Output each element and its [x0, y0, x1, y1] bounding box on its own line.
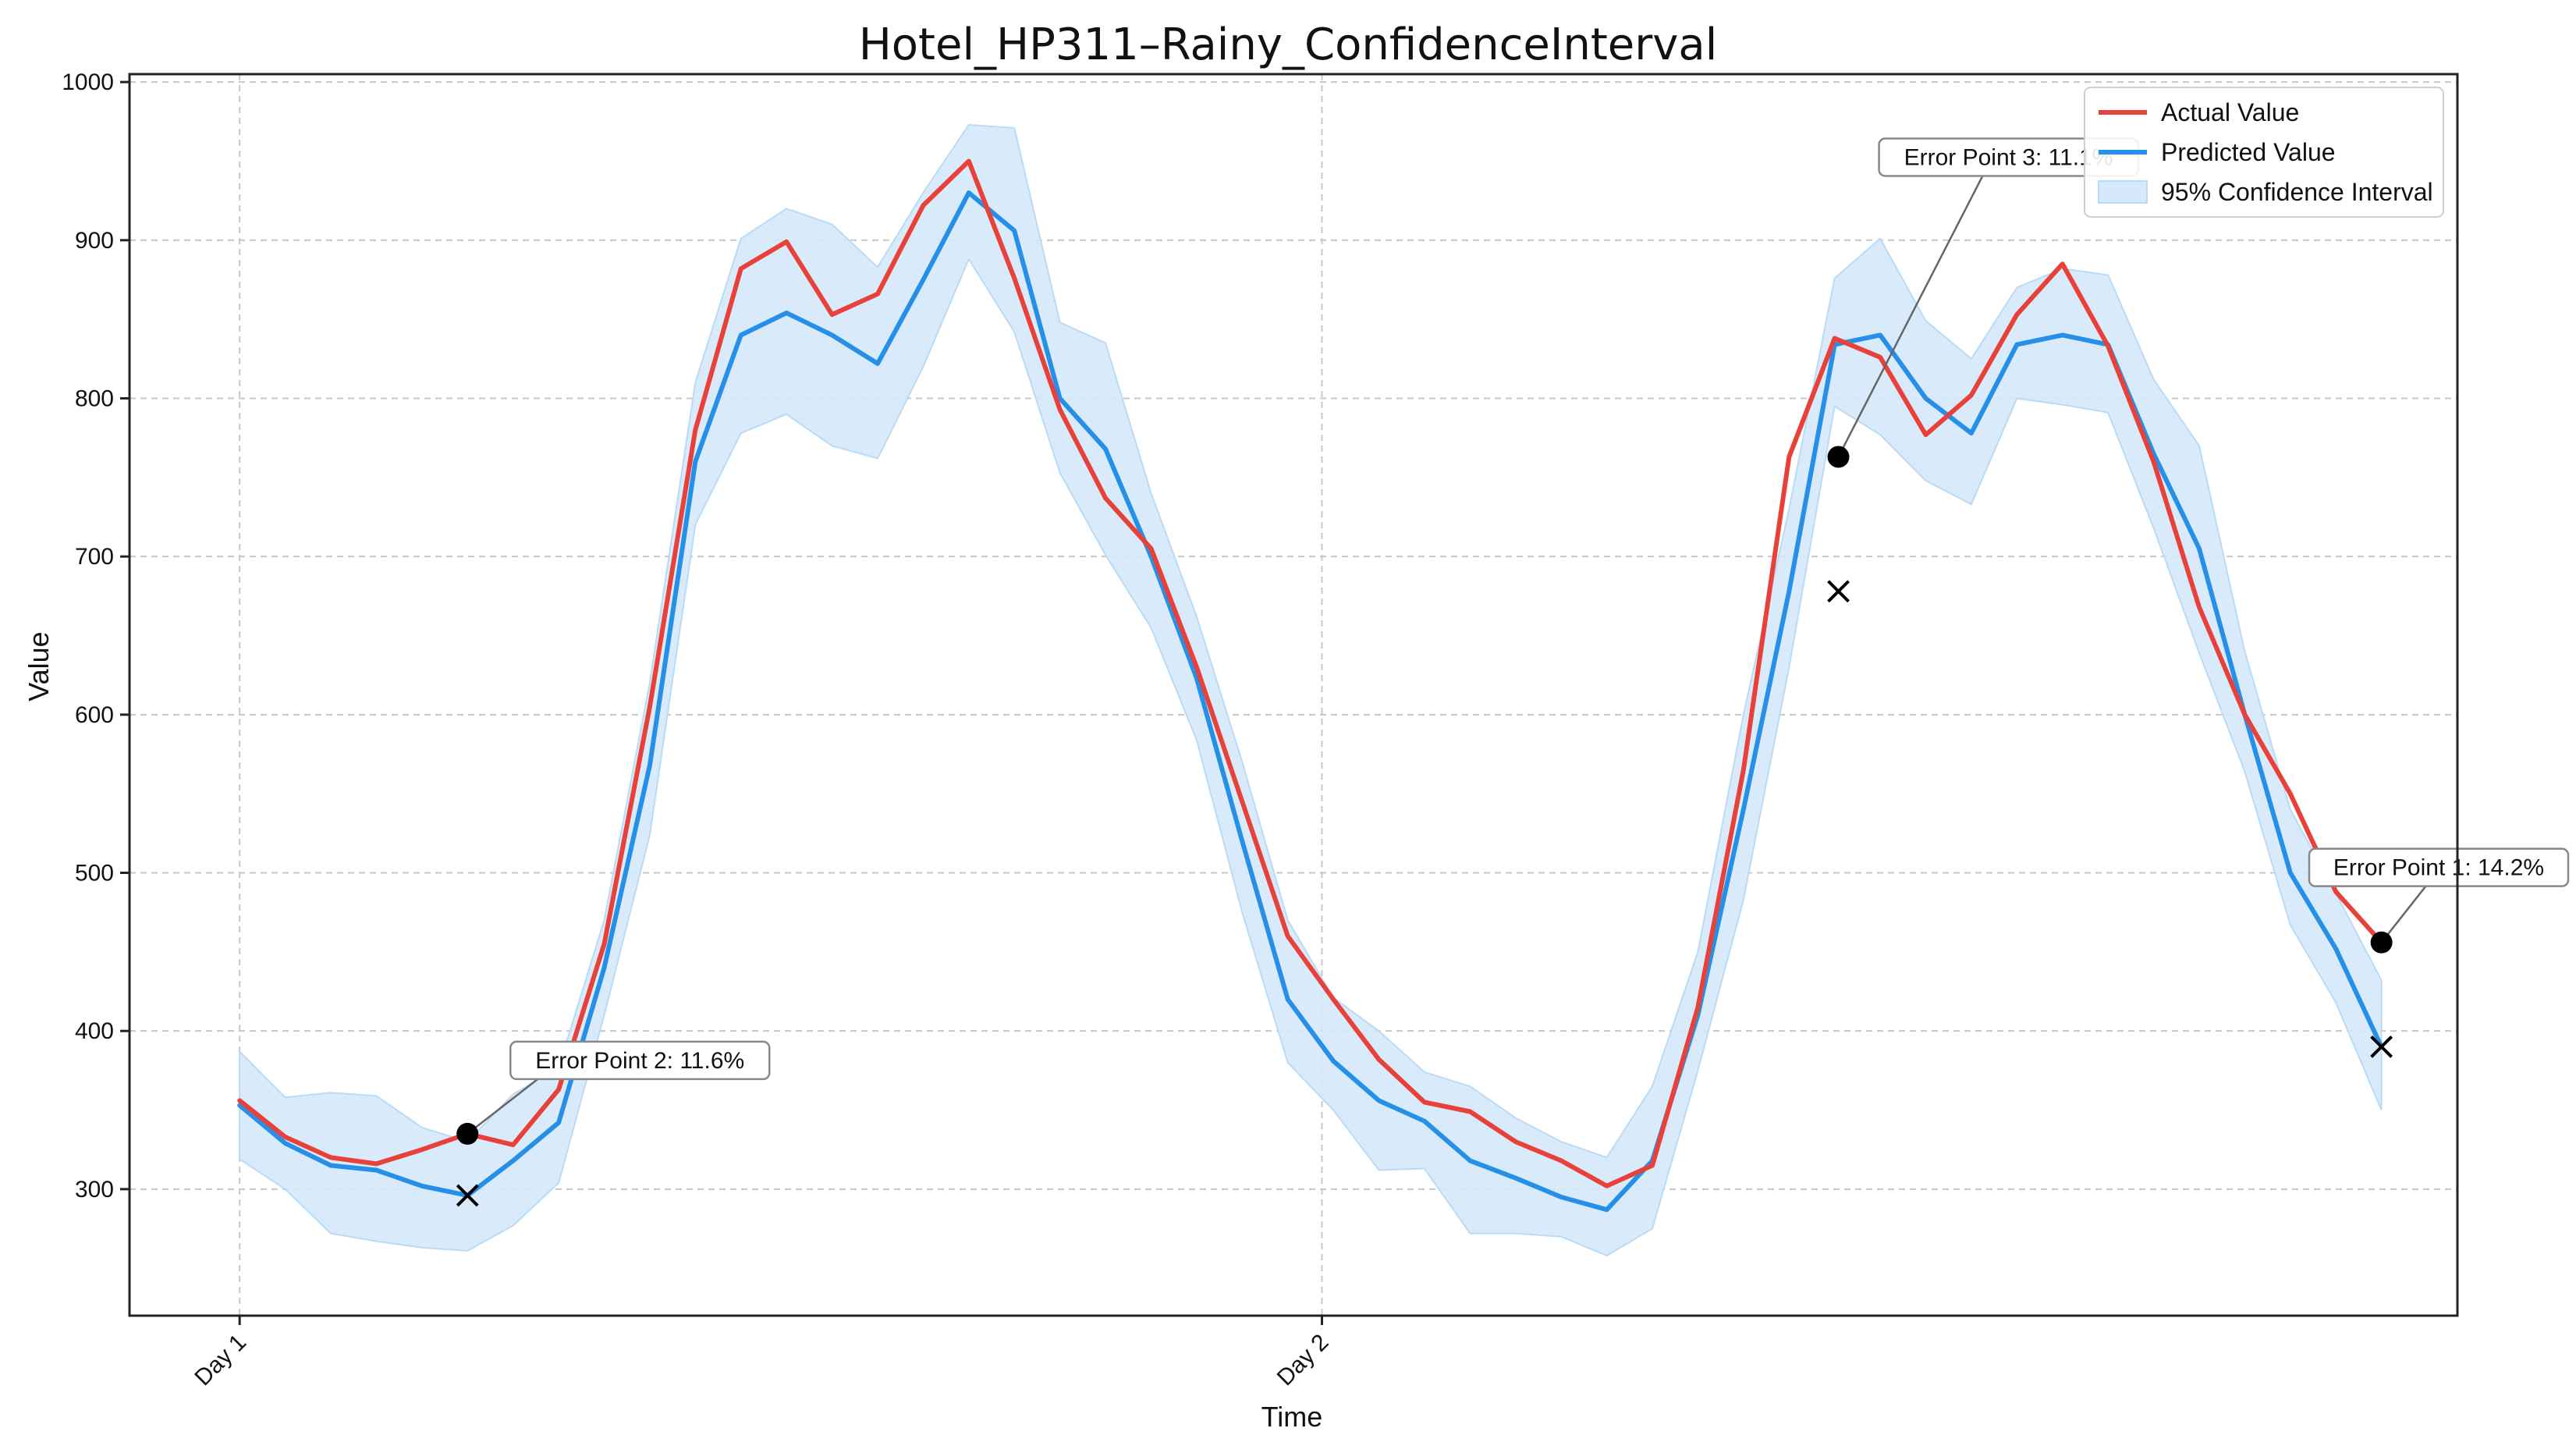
legend-swatch [2098, 180, 2148, 204]
y-tick-label: 500 [75, 861, 114, 886]
x-tick-label: Day 1 [190, 1330, 251, 1391]
actual-error-dot [1827, 446, 1850, 468]
confidence-interval-band [239, 123, 2383, 1257]
annotation-box [2308, 847, 2570, 887]
y-tick-label: 900 [75, 228, 114, 254]
y-tick-label: 600 [75, 702, 114, 728]
annotation-leader [2380, 885, 2427, 943]
y-tick-label: 700 [75, 544, 114, 570]
annotation-leader [467, 1078, 539, 1135]
annotation-box [509, 1040, 771, 1081]
annotation-label: Error Point 3: 11.1% [1904, 144, 2113, 170]
legend-box [2084, 87, 2444, 218]
plot-frame [128, 73, 2459, 1317]
legend-label: Actual Value [2161, 98, 2299, 126]
actual-error-dot [2370, 931, 2393, 954]
actual-error-dot [456, 1122, 479, 1145]
y-tick-label: 1000 [62, 69, 114, 95]
predicted-error-cross [456, 1184, 479, 1207]
cross-stroke [2370, 1036, 2393, 1058]
cross-stroke [1827, 580, 1850, 603]
legend-label: Predicted Value [2161, 138, 2336, 166]
x-axis-label: Time [1261, 1401, 1323, 1433]
predicted-value-line [237, 190, 2384, 1213]
cross-stroke [456, 1184, 479, 1207]
annotation-label: Error Point 2: 11.6% [535, 1048, 744, 1074]
y-tick-label: 300 [75, 1177, 114, 1203]
annotation-label: Error Point 1: 14.2% [2333, 855, 2544, 881]
y-tick-label: 400 [75, 1018, 114, 1044]
predicted-error-cross [2370, 1036, 2393, 1058]
legend: Actual Value Predicted Value 95% Confidenc… [2084, 87, 2444, 218]
chart-title: Hotel_HP311–Rainy_ConfidenceInterval [859, 20, 1718, 70]
actual-value-line [237, 158, 2384, 1188]
legend-label: 95% Confidence Interval [2161, 178, 2433, 206]
y-axis-label: Value [23, 631, 55, 701]
annotation-leader [1837, 175, 1984, 458]
plot-area: Error Point 2: 11.6% Error Point 3: 11.1%… [62, 69, 2570, 1391]
predicted-error-cross [1827, 580, 1850, 603]
y-tick-label: 800 [75, 385, 114, 411]
x-tick-label: Day 2 [1272, 1330, 1334, 1391]
